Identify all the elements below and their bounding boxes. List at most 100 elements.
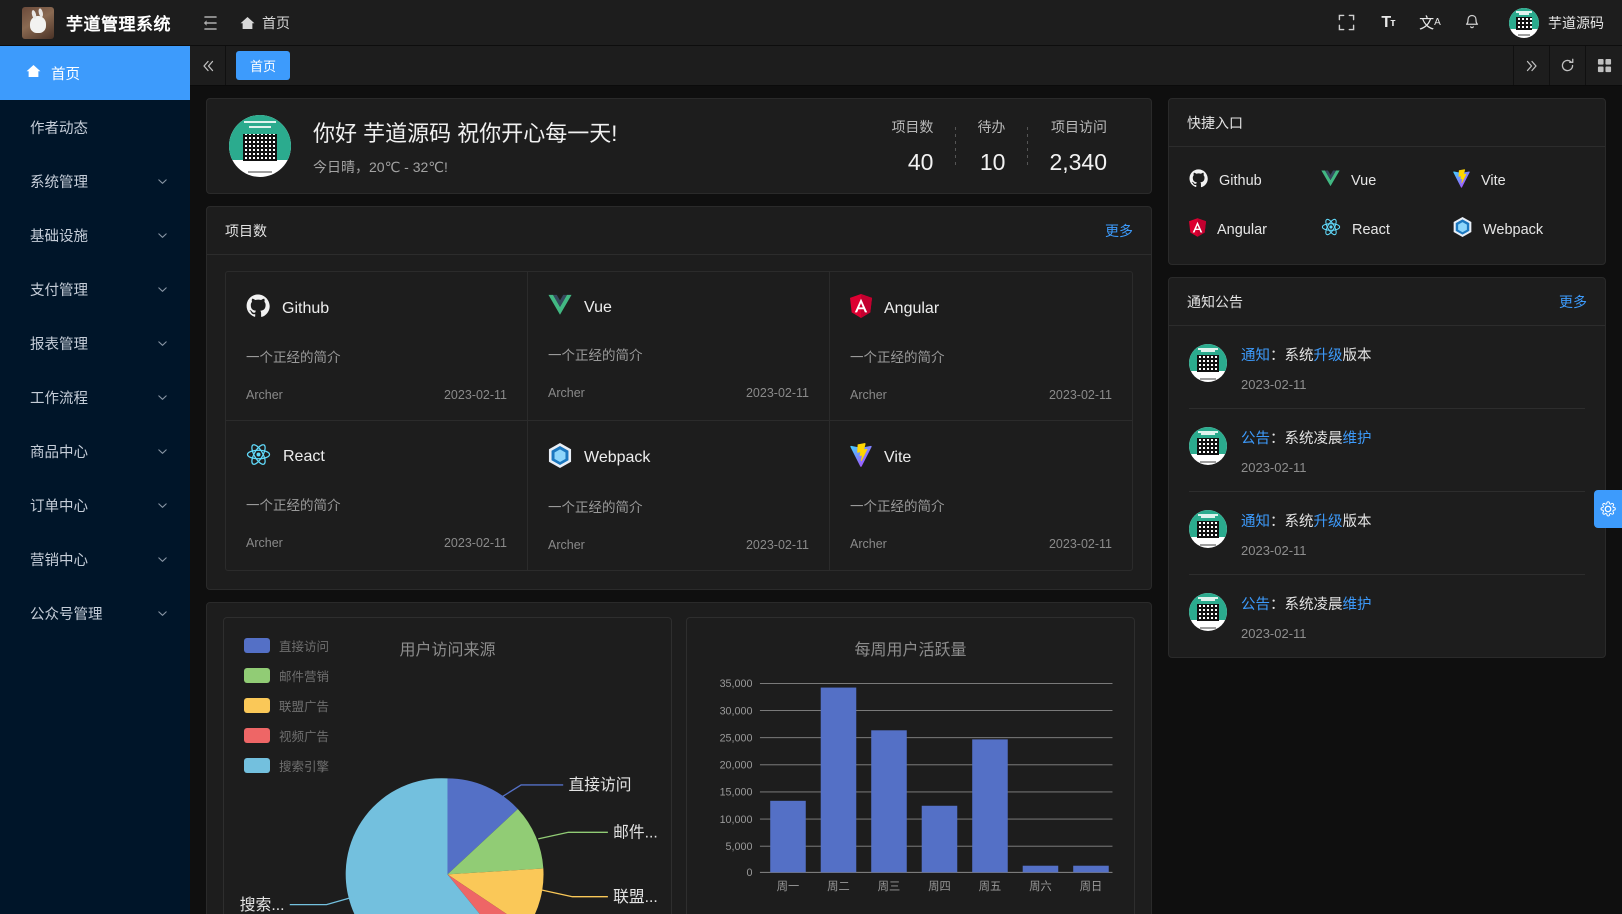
notice-title: 公告：系统凌晨维护 <box>1241 427 1372 448</box>
bar-tue <box>820 687 857 873</box>
notice-mid: 系统凌晨 <box>1284 597 1343 613</box>
notice-item[interactable]: 公告：系统凌晨维护 2023-02-11 <box>1189 409 1585 492</box>
project-card[interactable]: Vite 一个正经的简介 Archer 2023-02-11 <box>830 421 1132 570</box>
project-desc: 一个正经的简介 <box>246 498 341 513</box>
quick-link-label: React <box>1352 221 1390 238</box>
sidebar-item-report[interactable]: 报表管理 <box>0 316 190 370</box>
pie-chart[interactable]: 用户访问来源 直接访问 邮件营销 联盟广告 视频广告 搜索引擎 <box>223 617 672 914</box>
notices-more-link[interactable]: 更多 <box>1559 293 1587 310</box>
quick-link-vue[interactable]: Vue <box>1321 169 1453 193</box>
x-tick: 周五 <box>979 880 1001 893</box>
pie-chart-svg: 直接访问 邮件... 联盟... 视频广告 搜索... <box>240 776 658 914</box>
notice-date: 2023-02-11 <box>1241 543 1307 558</box>
sidebar-item-marketing-center[interactable]: 营销中心 <box>0 532 190 586</box>
sidebar-item-order-center[interactable]: 订单中心 <box>0 478 190 532</box>
bell-icon[interactable] <box>1461 12 1483 34</box>
user-menu[interactable]: 芋道源码 <box>1509 7 1608 38</box>
quick-link-github[interactable]: Github <box>1189 169 1321 193</box>
quick-entry-header: 快捷入口 <box>1169 99 1605 147</box>
notice-item[interactable]: 通知：系统升级版本 2023-02-11 <box>1189 492 1585 575</box>
legend-swatch <box>244 638 270 653</box>
sidebar-item-label: 系统管理 <box>30 174 88 191</box>
sidebar-item-product-center[interactable]: 商品中心 <box>0 424 190 478</box>
sidebar-item-author-news[interactable]: 作者动态 <box>0 100 190 154</box>
welcome-text: 你好 芋道源码 祝你开心每一天! 今日晴，20℃ - 32℃! <box>313 116 617 177</box>
legend-label: 邮件营销 <box>279 670 330 684</box>
project-name: Vite <box>884 448 912 466</box>
rabbit-logo <box>22 6 54 39</box>
quick-link-webpack[interactable]: Webpack <box>1453 217 1585 242</box>
notice-highlight: 维护 <box>1342 431 1372 447</box>
project-card[interactable]: Github 一个正经的简介 Archer 2023-02-11 <box>226 272 528 421</box>
projects-more-link[interactable]: 更多 <box>1105 222 1133 239</box>
sidebar-item-system[interactable]: 系统管理 <box>0 154 190 208</box>
menu-fold-icon[interactable] <box>190 0 226 46</box>
tab-home[interactable]: 首页 <box>236 51 291 80</box>
project-footer: Archer 2023-02-11 <box>548 386 809 400</box>
project-card[interactable]: React 一个正经的简介 Archer 2023-02-11 <box>226 421 528 570</box>
settings-fab-button[interactable] <box>1594 490 1622 528</box>
notice-item[interactable]: 通知：系统升级版本 2023-02-11 <box>1189 326 1585 409</box>
quick-link-label: Webpack <box>1483 221 1544 238</box>
bar-sat <box>1022 865 1059 873</box>
bar-chart-title: 每周用户活跃量 <box>854 642 967 659</box>
project-name: Github <box>282 299 330 317</box>
notice-date: 2023-02-11 <box>1241 460 1307 475</box>
notice-suffix: 版本 <box>1342 514 1372 530</box>
font-size-letter: T <box>1381 13 1391 31</box>
legend-label: 视频广告 <box>279 730 330 744</box>
double-chevron-left-icon[interactable] <box>190 46 226 85</box>
double-chevron-right-icon[interactable] <box>1514 46 1550 85</box>
project-card[interactable]: Vue 一个正经的简介 Archer 2023-02-11 <box>528 272 830 421</box>
tab-list: 首页 <box>226 46 1514 85</box>
project-card[interactable]: Webpack 一个正经的简介 Archer 2023-02-11 <box>528 421 830 570</box>
notice-suffix: 版本 <box>1342 348 1372 364</box>
pie-callout-affiliate: 联盟... <box>613 888 658 906</box>
pie-slice-direct <box>447 778 518 875</box>
quick-link-vite[interactable]: Vite <box>1453 169 1585 193</box>
bar-sun <box>1073 865 1109 873</box>
legend-item[interactable]: 视频广告 <box>244 726 329 745</box>
quick-link-angular[interactable]: Angular <box>1189 217 1321 242</box>
app-brand[interactable]: 芋道管理系统 <box>0 6 190 39</box>
sidebar-item-workflow[interactable]: 工作流程 <box>0 370 190 424</box>
notices-header: 通知公告 更多 <box>1169 278 1605 326</box>
project-author: Archer <box>548 386 585 400</box>
projects-body: Github 一个正经的简介 Archer 2023-02-11 <box>207 255 1151 589</box>
fullscreen-icon[interactable] <box>1335 12 1357 34</box>
chevron-down-icon <box>158 340 167 346</box>
webpack-icon <box>1453 217 1472 242</box>
project-heading: Github <box>246 294 507 323</box>
sidebar-item-mp-manage[interactable]: 公众号管理 <box>0 586 190 640</box>
legend-item[interactable]: 联盟广告 <box>244 696 329 715</box>
sidebar-item-infrastructure[interactable]: 基础设施 <box>0 208 190 262</box>
grid-icon[interactable] <box>1586 46 1622 85</box>
dashboard-content: 你好 芋道源码 祝你开心每一天! 今日晴，20℃ - 32℃! 项目数 40 待… <box>190 86 1622 914</box>
quick-link-react[interactable]: React <box>1321 217 1453 242</box>
sidebar-item-label: 首页 <box>51 66 80 83</box>
vue-icon <box>548 294 572 321</box>
projects-title: 项目数 <box>225 222 267 239</box>
sidebar-item-payment[interactable]: 支付管理 <box>0 262 190 316</box>
chevron-down-icon <box>158 286 167 292</box>
project-name: Vue <box>584 298 612 316</box>
legend-item[interactable]: 邮件营销 <box>244 666 329 685</box>
font-size-sub: т <box>1390 16 1395 29</box>
legend-label: 搜索引擎 <box>279 760 330 774</box>
breadcrumb-label[interactable]: 首页 <box>262 14 290 31</box>
dashboard-right-column: 快捷入口 Github Vue <box>1168 98 1606 914</box>
legend-item[interactable]: 直接访问 <box>244 636 329 655</box>
pie-slice-affiliate <box>447 868 544 914</box>
legend-swatch <box>244 698 270 713</box>
sidebar-item-home[interactable]: 首页 <box>0 46 190 100</box>
notice-mid: 系统 <box>1284 348 1314 364</box>
bar-chart[interactable]: 每周用户活跃量 <box>686 617 1135 914</box>
refresh-icon[interactable] <box>1550 46 1586 85</box>
quick-link-label: Vite <box>1481 173 1506 189</box>
project-card[interactable]: Angular 一个正经的简介 Archer 2023-02-11 <box>830 272 1132 421</box>
notice-item[interactable]: 公告：系统凌晨维护 2023-02-11 <box>1189 575 1585 657</box>
legend-item[interactable]: 搜索引擎 <box>244 756 329 775</box>
